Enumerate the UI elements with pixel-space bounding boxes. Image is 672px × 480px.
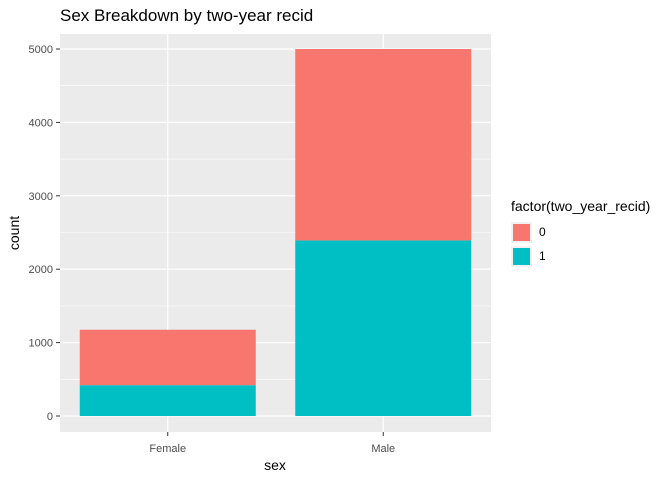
y-tick-label: 3000	[29, 191, 53, 203]
bar-female-series-1	[79, 385, 256, 416]
legend: factor(two_year_recid) 0 1	[511, 198, 671, 268]
x-axis: Female Male	[149, 432, 395, 455]
legend-item-1: 1	[511, 244, 671, 268]
legend-swatch-1	[513, 247, 530, 265]
legend-key-0	[511, 221, 532, 243]
legend-label-0: 0	[539, 225, 546, 239]
bar-female-series-0	[79, 329, 256, 386]
legend-item-0: 0	[511, 220, 671, 244]
legend-title: factor(two_year_recid)	[511, 198, 651, 214]
y-tick-label: 4000	[29, 117, 53, 129]
x-tick-label: Male	[371, 443, 395, 455]
bar-male-series-0	[295, 49, 472, 241]
legend-swatch-0	[513, 223, 530, 241]
y-tick-label: 5000	[29, 44, 53, 56]
legend-key-1	[511, 245, 532, 267]
bar-male-series-1	[295, 240, 472, 416]
y-axis: 0 1000 2000 3000 4000 5000	[29, 44, 60, 423]
x-axis-label: sex	[264, 457, 286, 473]
legend-label-1: 1	[539, 249, 546, 263]
bars	[79, 49, 472, 416]
y-tick-label: 0	[47, 411, 53, 423]
y-tick-label: 2000	[29, 264, 53, 276]
y-tick-label: 1000	[29, 338, 53, 350]
chart-title: Sex Breakdown by two-year recid	[60, 6, 314, 25]
x-tick-label: Female	[149, 443, 186, 455]
y-axis-label: count	[6, 216, 22, 250]
